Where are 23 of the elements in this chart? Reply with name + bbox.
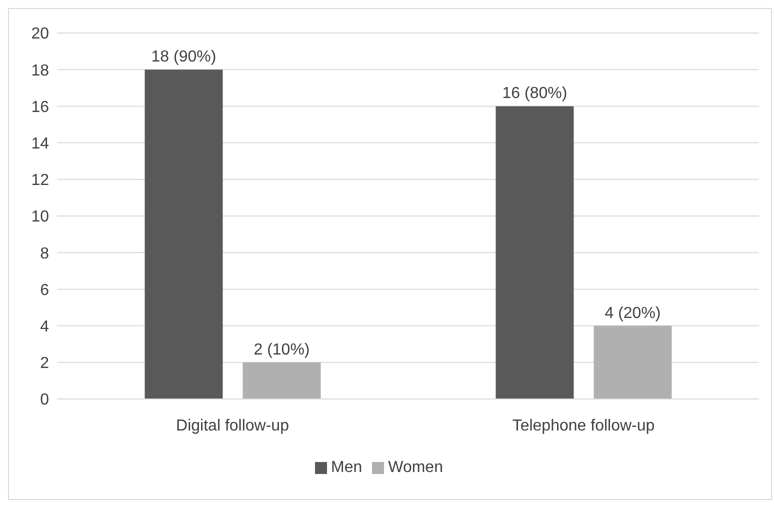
- bar: [242, 362, 321, 399]
- y-tick-label: 0: [40, 392, 50, 409]
- y-tick-label: 14: [31, 135, 50, 152]
- y-tick-label: 12: [31, 172, 50, 190]
- legend-label: Men: [331, 459, 362, 476]
- y-tick-label: 18: [31, 62, 50, 80]
- data-label: 16 (80%): [502, 85, 568, 102]
- y-tick-label: 2: [40, 355, 50, 372]
- y-tick-label: 6: [40, 282, 50, 299]
- x-tick-label: Telephone follow-up: [512, 417, 655, 434]
- bar: [594, 326, 672, 399]
- data-label: 18 (90%): [151, 48, 216, 66]
- y-tick-label: 4: [40, 318, 50, 336]
- y-tick-label: 20: [31, 26, 50, 43]
- bar: [496, 106, 574, 399]
- data-label: 4 (20%): [604, 304, 661, 322]
- legend-label: Women: [388, 459, 443, 476]
- x-tick-label: Digital follow-up: [176, 417, 290, 434]
- bar: [144, 70, 223, 399]
- y-tick-label: 8: [40, 245, 50, 262]
- y-tick-label: 16: [31, 98, 50, 116]
- data-label: 2 (10%): [254, 341, 310, 358]
- y-tick-label: 10: [31, 208, 50, 226]
